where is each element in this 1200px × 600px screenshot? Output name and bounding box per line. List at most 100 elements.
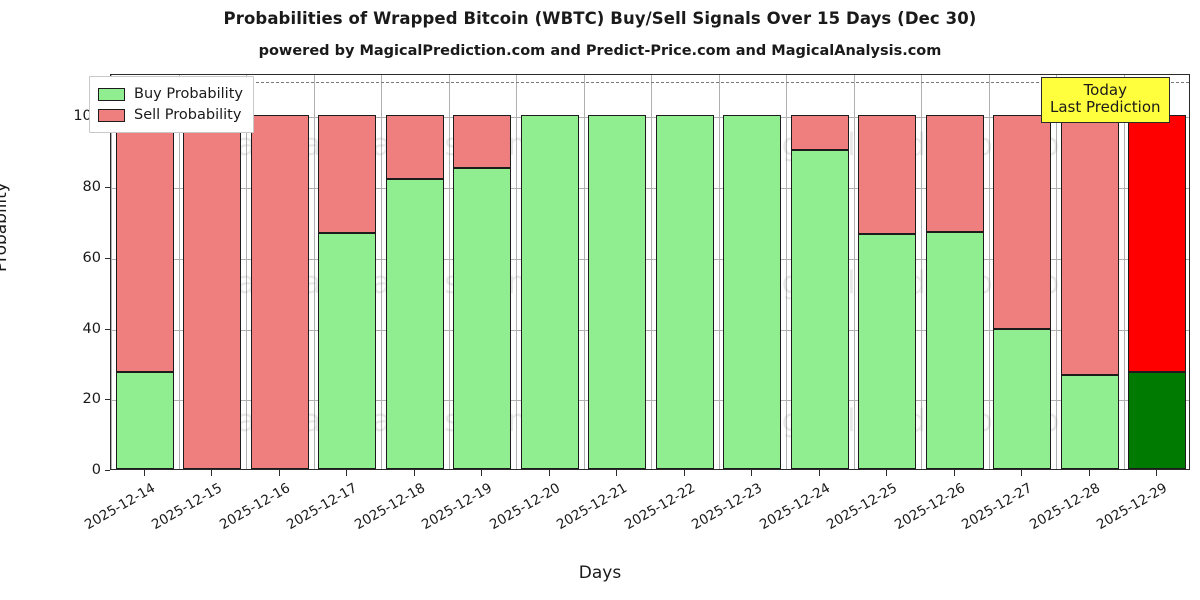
- gridline-vertical: [516, 75, 517, 469]
- bar-group[interactable]: [655, 75, 714, 469]
- bar-segment-buy[interactable]: [385, 179, 444, 469]
- bar-segment-buy[interactable]: [453, 168, 512, 469]
- x-axis-tick-label: 2025-12-23: [689, 480, 766, 534]
- bar-group[interactable]: [925, 75, 984, 469]
- bar-segment-sell[interactable]: [993, 115, 1052, 329]
- gridline-horizontal: [111, 188, 1189, 190]
- bar-segment-buy[interactable]: [115, 372, 174, 469]
- x-axis-tick-label: 2025-12-20: [486, 480, 563, 534]
- bar-group[interactable]: [1060, 75, 1119, 469]
- bar-segment-sell[interactable]: [318, 115, 377, 234]
- bar-group[interactable]: [318, 75, 377, 469]
- bar-group[interactable]: [1128, 75, 1187, 469]
- bar-group[interactable]: [993, 75, 1052, 469]
- bar-group[interactable]: [588, 75, 647, 469]
- x-axis-tick-label: 2025-12-14: [81, 480, 158, 534]
- gridline-vertical: [111, 75, 112, 469]
- x-axis-label: Days: [578, 563, 622, 583]
- x-axis-tick-mark: [481, 470, 483, 476]
- bar-segment-buy[interactable]: [790, 149, 849, 469]
- bar-segment-buy[interactable]: [1060, 374, 1119, 469]
- y-axis-tick-label: 80: [82, 179, 101, 196]
- page-title: Probabilities of Wrapped Bitcoin (WBTC) …: [223, 9, 977, 28]
- bar-segment-buy[interactable]: [1128, 372, 1187, 469]
- chart-subtitle: powered by MagicalPrediction.com and Pre…: [258, 43, 942, 59]
- x-axis-tick-mark: [211, 470, 213, 476]
- bar-group[interactable]: [453, 75, 512, 469]
- x-axis-tick-label: 2025-12-28: [1026, 480, 1103, 534]
- bar-segment-sell[interactable]: [115, 115, 174, 373]
- x-axis-tick-label: 2025-12-22: [621, 480, 698, 534]
- bar-segment-sell[interactable]: [925, 115, 984, 233]
- legend-entry[interactable]: Buy Probability: [98, 84, 243, 104]
- bar-segment-sell[interactable]: [1060, 115, 1119, 375]
- y-axis-tick-mark: [105, 470, 110, 472]
- x-axis-tick-mark: [413, 470, 415, 476]
- x-axis-tick-mark: [616, 470, 618, 476]
- bar-segment-sell[interactable]: [250, 115, 309, 469]
- gridline-vertical: [651, 75, 652, 469]
- legend-swatch-icon: [98, 108, 125, 122]
- gridline-vertical: [313, 75, 315, 469]
- gridline-vertical: [1123, 75, 1125, 469]
- x-axis-tick-mark: [818, 470, 820, 476]
- today-callout-line2: Last Prediction: [1050, 97, 1161, 116]
- bar-segment-buy[interactable]: [993, 328, 1052, 469]
- x-axis-tick-label: 2025-12-15: [149, 480, 226, 534]
- bar-segment-sell[interactable]: [385, 115, 444, 180]
- bar-group[interactable]: [790, 75, 849, 469]
- x-axis-tick-mark: [1021, 470, 1023, 476]
- x-axis-tick-mark: [1156, 470, 1158, 476]
- gridline-vertical: [448, 75, 450, 469]
- x-axis-tick-label: 2025-12-19: [419, 480, 496, 534]
- x-axis-tick-label: 2025-12-21: [554, 480, 631, 534]
- bar-segment-sell[interactable]: [1128, 115, 1187, 373]
- today-last-prediction-callout: Today Last Prediction: [1041, 77, 1170, 123]
- bar-segment-sell[interactable]: [183, 115, 242, 469]
- y-axis-tick-label: 40: [82, 320, 101, 337]
- y-axis-tick-label: 60: [82, 249, 101, 266]
- gridline-vertical: [718, 75, 720, 469]
- y-axis-tick-mark: [105, 399, 110, 401]
- x-axis-tick-mark: [548, 470, 550, 476]
- gridline-horizontal: [111, 400, 1189, 402]
- bar-group[interactable]: [520, 75, 579, 469]
- bar-segment-buy[interactable]: [520, 115, 579, 469]
- plot-area: MagicalAnalysis.comMagicalPrediction.com…: [110, 74, 1190, 470]
- bar-segment-buy[interactable]: [318, 233, 377, 469]
- bar-segment-buy[interactable]: [925, 232, 984, 469]
- bar-segment-sell[interactable]: [858, 115, 917, 234]
- threshold-dashed-line: [111, 82, 1189, 84]
- bar-group[interactable]: [723, 75, 782, 469]
- bar-group[interactable]: [183, 75, 242, 469]
- bar-segment-buy[interactable]: [588, 115, 647, 469]
- gridline-vertical: [1056, 75, 1057, 469]
- bar-segment-sell[interactable]: [453, 115, 512, 169]
- bar-segment-buy[interactable]: [858, 233, 917, 469]
- x-axis-tick-mark: [1088, 470, 1090, 476]
- x-axis-tick-label: 2025-12-24: [756, 480, 833, 534]
- bar-group[interactable]: [385, 75, 444, 469]
- bar-group[interactable]: [115, 75, 174, 469]
- x-axis-tick-label: 2025-12-26: [891, 480, 968, 534]
- y-axis-tick-label: 20: [82, 391, 101, 408]
- bar-group[interactable]: [250, 75, 309, 469]
- x-axis-tick-label: 2025-12-29: [1094, 480, 1171, 534]
- x-axis-tick-label: 2025-12-18: [351, 480, 428, 534]
- x-axis-tick-mark: [751, 470, 753, 476]
- chart-legend: Buy Probability Sell Probability: [89, 76, 254, 133]
- gridline-vertical: [178, 75, 180, 469]
- gridline-vertical: [921, 75, 922, 469]
- y-axis-label: Probability: [0, 182, 11, 272]
- bar-group[interactable]: [858, 75, 917, 469]
- y-axis-tick-mark: [105, 328, 110, 330]
- bar-segment-sell[interactable]: [790, 115, 849, 150]
- x-axis-tick-mark: [886, 470, 888, 476]
- legend-label: Buy Probability: [134, 86, 243, 102]
- legend-entry[interactable]: Sell Probability: [98, 105, 243, 125]
- bar-segment-buy[interactable]: [655, 115, 714, 469]
- gridline-horizontal: [111, 258, 1189, 260]
- x-axis-tick-label: 2025-12-16: [216, 480, 293, 534]
- bar-segment-buy[interactable]: [723, 115, 782, 469]
